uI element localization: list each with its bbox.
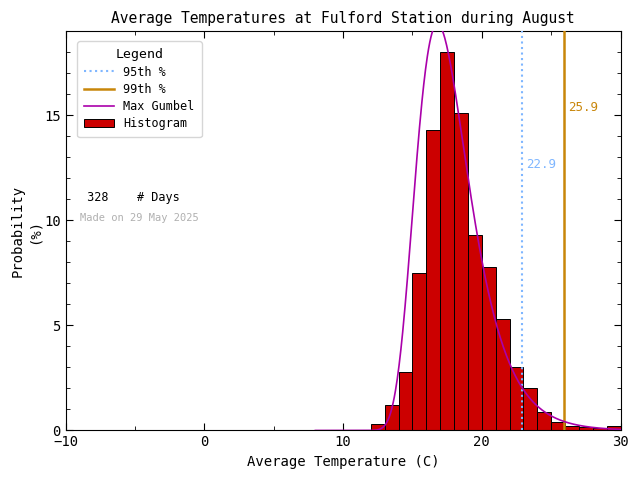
Bar (482, 267, 496, 431)
99th % (560, 407, 568, 412)
Max Gumbel (312, 428, 319, 433)
Bar (509, 368, 524, 431)
Bar (412, 273, 426, 431)
Text: Made on 29 May 2025: Made on 29 May 2025 (79, 213, 198, 223)
Max Gumbel (476, 242, 483, 248)
Bar (579, 427, 593, 431)
Line: Max Gumbel: Max Gumbel (316, 24, 640, 431)
Bar (524, 388, 538, 431)
Text: 25.9: 25.9 (568, 101, 598, 114)
Max Gumbel (553, 416, 561, 421)
Bar (399, 372, 412, 431)
Bar (468, 235, 482, 431)
Bar (454, 113, 468, 431)
Y-axis label: Probability
(%): Probability (%) (11, 185, 42, 277)
Max Gumbel (584, 424, 591, 430)
Max Gumbel (375, 427, 383, 432)
Bar (371, 424, 385, 431)
Bar (496, 319, 509, 431)
X-axis label: Average Temperature (C): Average Temperature (C) (247, 455, 440, 469)
Max Gumbel (404, 267, 412, 273)
Text: 22.9: 22.9 (526, 158, 556, 171)
95th % (518, 407, 526, 412)
Bar (440, 52, 454, 431)
Max Gumbel (525, 394, 532, 399)
Bar (565, 426, 579, 431)
Text: 328    # Days: 328 # Days (79, 191, 179, 204)
Max Gumbel (434, 21, 442, 27)
99th % (560, 428, 568, 433)
Bar (593, 428, 607, 431)
Legend: 95th %, 99th %, Max Gumbel, Histogram: 95th %, 99th %, Max Gumbel, Histogram (77, 41, 202, 137)
Title: Average Temperatures at Fulford Station during August: Average Temperatures at Fulford Station … (111, 11, 575, 26)
95th % (518, 428, 526, 433)
Bar (538, 411, 551, 431)
Bar (607, 426, 621, 431)
Bar (551, 422, 565, 431)
Bar (426, 130, 440, 431)
Bar (385, 405, 399, 431)
